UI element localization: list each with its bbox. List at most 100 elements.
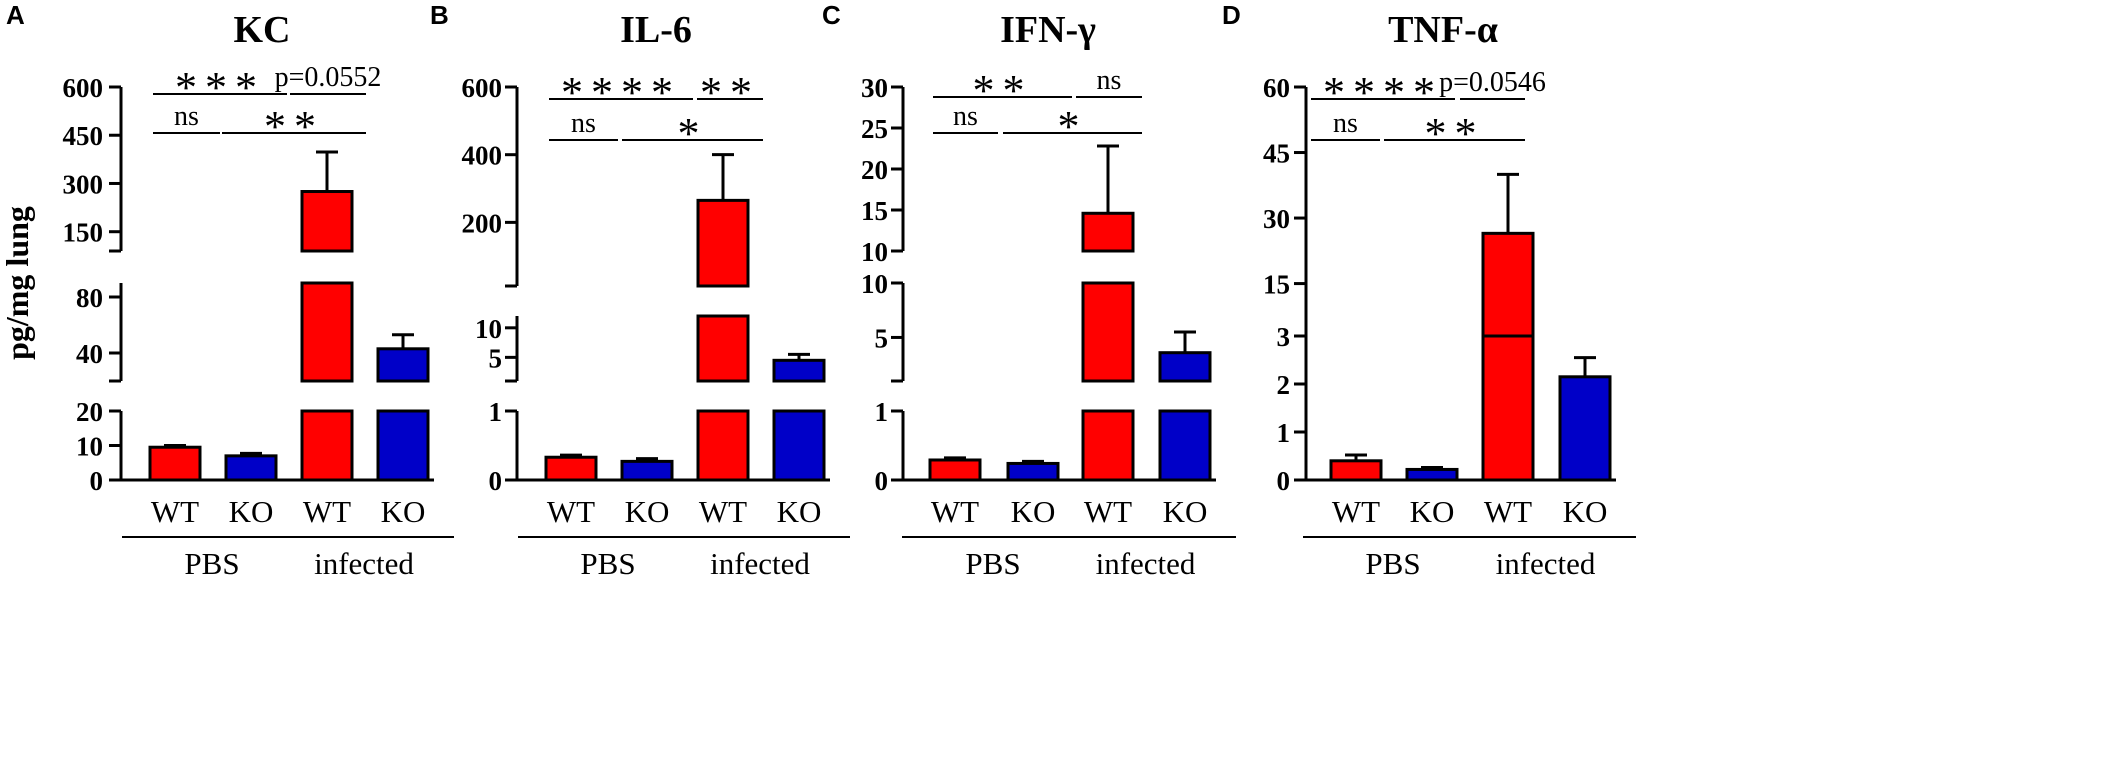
y-tick-label: 400 [462,141,503,171]
y-tick-label: 600 [63,73,104,103]
y-tick-label: 450 [63,121,104,151]
bar-wt-infected [1481,172,1535,482]
y-tick-label: 0 [1277,466,1291,496]
significance-label: **** [561,68,681,117]
x-category-label: WT [303,494,351,529]
y-tick-label: 2 [1277,370,1291,400]
y-axis: 0 10 20 40 80 150 300 450 600 [63,73,123,496]
significance-label: ** [264,102,324,151]
y-tick-label: 30 [861,73,888,103]
y-axis-label: pg/mg lung [0,206,35,360]
panel-title: KC [234,9,291,51]
panel-letter: B [430,0,449,30]
bar-ko-pbs [224,451,278,482]
y-tick-label: 200 [462,208,503,238]
x-category-label: WT [547,494,595,529]
x-category-label: KO [1011,494,1056,529]
bar-segment [772,409,826,482]
bar-segment [1558,375,1612,482]
bar-segment [376,409,430,482]
bar-segment [1081,409,1135,482]
x-category-label: WT [151,494,199,529]
y-tick-label: 300 [63,169,104,199]
significance-label: ns [953,101,978,132]
bar-segment [1158,351,1212,383]
y-tick-label: 20 [861,155,888,185]
significance-label: **** [1323,68,1443,117]
y-tick-label: 600 [462,73,503,103]
bar-segment [696,409,750,482]
bar-wt-pbs [928,456,982,482]
y-tick-label: 25 [861,114,888,144]
y-tick-label: 5 [489,343,503,373]
panel-a: A KC 0 10 20 40 80 150 300 450 600 WT KO WT KO PBS infec… [6,0,454,581]
bar-ko-infected [772,352,826,482]
y-tick-label: 0 [489,466,503,496]
bar-segment [696,314,750,383]
bar-segment [224,454,278,482]
bar-segment [772,358,826,383]
group-label: PBS [965,546,1020,581]
panel-letter: A [6,0,25,30]
bar-segment [696,198,750,288]
significance-label: ns [571,108,596,139]
panel-b: B IL-6 0 1 510 200 400 600 WT KO WT KO PBS infected **… [430,0,850,581]
bar-segment [1481,231,1535,338]
bar-segment [544,455,598,482]
y-tick-label: 45 [1263,139,1290,169]
panel-letter: C [822,0,841,30]
significance-label: ** [1425,109,1485,158]
panel-title: IFN-γ [1000,9,1096,51]
bar-ko-pbs [620,457,674,482]
y-axis: 0 1 2 3 15 30 45 60 [1263,73,1308,496]
group-label: infected [314,546,414,581]
x-category-label: KO [1163,494,1208,529]
bar-segment [300,281,354,383]
significance-label: * [678,109,708,158]
x-category-label: KO [777,494,822,529]
bar-segment [148,445,202,482]
bar-segment [1006,461,1060,482]
y-tick-label: 5 [875,323,889,353]
y-tick-label: 10 [475,314,502,344]
significance-label: ** [700,68,760,117]
bar-wt-infected [696,153,750,482]
bar-segment [1481,334,1535,482]
bar-segment [1081,211,1135,253]
x-category-label: WT [1084,494,1132,529]
y-tick-label: 10 [861,237,888,267]
bar-ko-infected [376,333,430,482]
bar-segment [928,458,982,482]
bar-wt-pbs [544,453,598,482]
significance-label: ns [174,101,199,132]
y-tick-label: 40 [76,339,103,369]
x-category-label: KO [1410,494,1455,529]
panel-letter: D [1222,0,1241,30]
y-tick-label: 20 [76,397,103,427]
y-tick-label: 30 [1263,204,1290,234]
y-tick-label: 60 [1263,73,1290,103]
y-tick-label: 0 [875,466,889,496]
x-category-label: WT [1332,494,1380,529]
y-tick-label: 15 [861,196,888,226]
bar-ko-infected [1158,330,1212,482]
group-label: infected [1096,546,1196,581]
x-category-label: KO [625,494,670,529]
panel-d: D TNF-α 0 1 2 3 15 30 45 60 WT KO WT KO PBS infected ***… [1222,0,1636,581]
group-label: infected [710,546,810,581]
bar-segment [1405,467,1459,482]
bar-ko-pbs [1405,466,1459,482]
significance-label: p=0.0552 [275,62,382,93]
y-tick-label: 0 [90,466,104,496]
panel-title: TNF-α [1388,9,1498,51]
group-label: PBS [184,546,239,581]
significance-label: * [1058,102,1088,151]
bar-segment [300,409,354,482]
y-tick-label: 3 [1277,322,1291,352]
y-tick-label: 80 [76,283,103,313]
bar-wt-pbs [1329,453,1383,482]
bar-segment [376,347,430,383]
group-label: PBS [1365,546,1420,581]
